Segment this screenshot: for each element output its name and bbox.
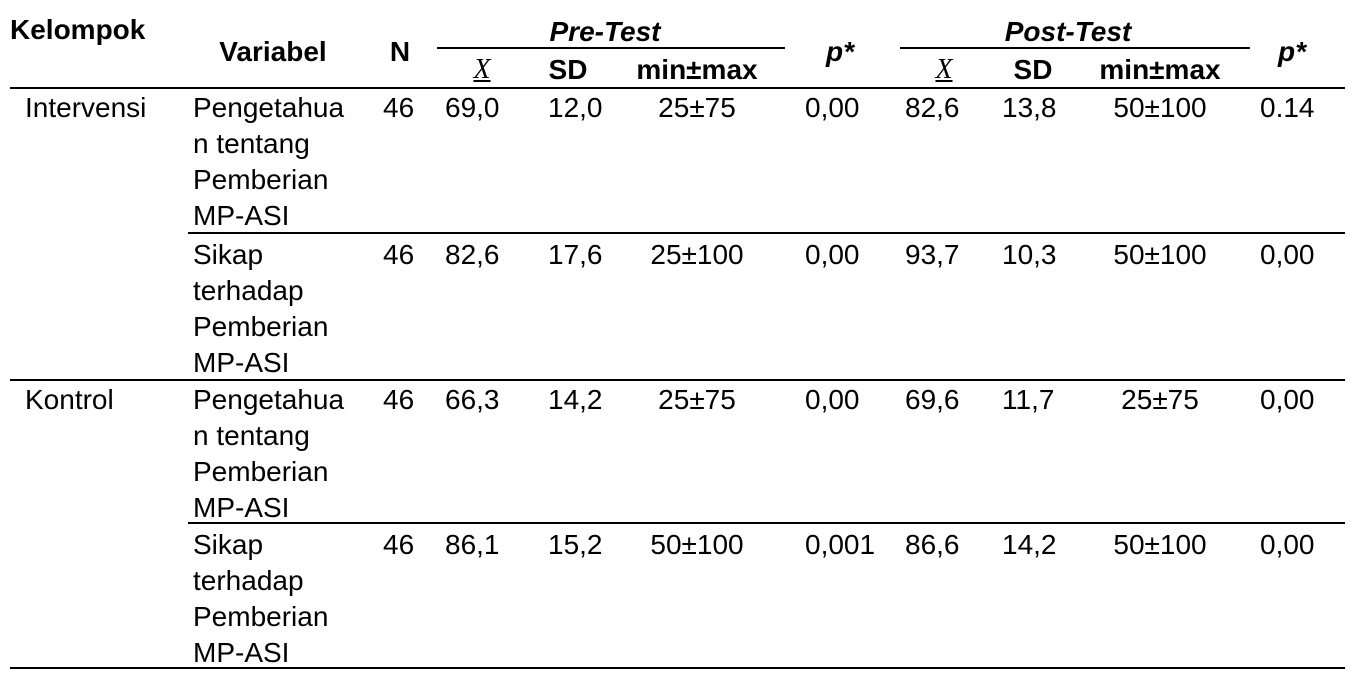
cell: 66,3 <box>445 384 500 415</box>
rule <box>900 47 1250 49</box>
subheader-cell: min±max <box>1099 54 1221 85</box>
variable-line: MP-ASI <box>193 492 290 523</box>
cell: 25±75 <box>658 384 736 415</box>
cell: 86,6 <box>905 529 960 560</box>
variable-line: Pengetahua <box>193 92 345 123</box>
cell: 0,00 <box>1260 529 1315 560</box>
variable-line: Pemberian <box>193 164 329 195</box>
cell: 46 <box>383 384 415 415</box>
cell: 69,6 <box>905 384 960 415</box>
cell: 46 <box>383 529 415 560</box>
variable-line: Sikap <box>193 239 264 270</box>
rule <box>10 87 1345 89</box>
variable-line: n tentang <box>193 420 310 451</box>
header-cell: Post-Test <box>1004 16 1132 47</box>
rule <box>437 47 785 49</box>
cell: 0,00 <box>805 92 860 123</box>
cell: 0.14 <box>1260 92 1315 123</box>
cell: 50±100 <box>1113 239 1207 270</box>
header-cell: Pre-Test <box>549 16 661 47</box>
variable-line: MP-ASI <box>193 347 290 378</box>
cell: 50±100 <box>1113 92 1207 123</box>
group-label: Intervensi <box>25 92 147 123</box>
header-cell: Variabel <box>219 36 327 67</box>
cell: 14,2 <box>1002 529 1057 560</box>
cell: 50±100 <box>1113 529 1207 560</box>
variable-line: Pemberian <box>193 311 329 342</box>
rule <box>10 667 1345 669</box>
cell: 0,00 <box>805 384 860 415</box>
variable-line: Sikap <box>193 529 264 560</box>
cell: 11,7 <box>1002 384 1055 415</box>
header-cell: p* <box>1278 36 1306 67</box>
rule <box>188 522 1345 524</box>
cell: 69,0 <box>445 92 500 123</box>
variable-line: Pengetahua <box>193 384 345 415</box>
cell: 0,00 <box>1260 239 1315 270</box>
rule <box>188 232 1345 234</box>
cell: 15,2 <box>548 529 603 560</box>
header-cell: p* <box>826 36 854 67</box>
cell: 46 <box>383 92 415 123</box>
cell: 86,1 <box>445 529 500 560</box>
variable-line: MP-ASI <box>193 200 290 231</box>
cell: 0,00 <box>805 239 860 270</box>
cell: 25±75 <box>1121 384 1199 415</box>
subheader-cell: SD <box>1013 54 1053 85</box>
cell: 93,7 <box>905 239 960 270</box>
cell: 25±100 <box>650 239 744 270</box>
cell: 14,2 <box>548 384 603 415</box>
subheader-cell: SD <box>548 54 588 85</box>
subheader-cell: X <box>935 54 953 85</box>
cell: 82,6 <box>445 239 500 270</box>
rule <box>10 379 1345 381</box>
cell: 0,00 <box>1260 384 1315 415</box>
subheader-cell: min±max <box>636 54 758 85</box>
cell: 50±100 <box>650 529 744 560</box>
group-label: Kontrol <box>25 384 114 415</box>
header-cell: Kelompok <box>10 14 146 45</box>
cell: 10,3 <box>1002 239 1057 270</box>
variable-line: Pemberian <box>193 601 329 632</box>
variable-line: terhadap <box>193 275 304 306</box>
cell: 25±75 <box>658 92 736 123</box>
cell: 46 <box>383 239 415 270</box>
variable-line: MP-ASI <box>193 637 290 668</box>
cell: 0,001 <box>805 529 876 560</box>
subheader-cell: X <box>473 54 491 85</box>
variable-line: Pemberian <box>193 456 329 487</box>
header-cell: N <box>389 36 411 67</box>
cell: 12,0 <box>548 92 603 123</box>
cell: 13,8 <box>1002 92 1057 123</box>
cell: 17,6 <box>548 239 603 270</box>
variable-line: terhadap <box>193 565 304 596</box>
variable-line: n tentang <box>193 128 310 159</box>
cell: 82,6 <box>905 92 960 123</box>
